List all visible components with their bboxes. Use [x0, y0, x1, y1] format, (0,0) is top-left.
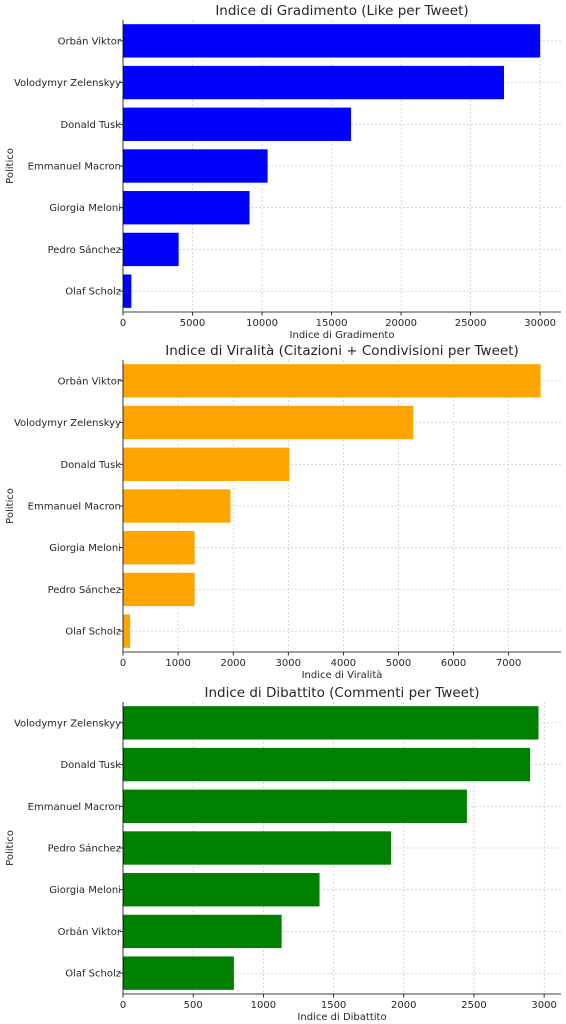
- bar-pedro-s-nchez: [123, 572, 195, 607]
- y-tick-label: Emmanuel Macron: [28, 502, 121, 513]
- x-axis-label: Indice di Gradimento: [290, 330, 395, 341]
- chart-panel-1: 0 5000 10000 15000 20000 25000 30000 Orbán Vikt…: [5, 3, 561, 341]
- bar-olaf-scholz: [123, 614, 131, 648]
- bar-volodymyr-zelenskyy: [123, 405, 414, 440]
- y-tick-label: Pedro Sánchez: [48, 843, 121, 855]
- x-axis-label: Indice di Viralità: [302, 669, 383, 681]
- x-tick-label: 3000: [531, 1000, 556, 1011]
- bar-orb-n-viktor: [123, 364, 541, 398]
- x-tick-label: 20000: [385, 318, 417, 329]
- x-tick-label: 5000: [180, 318, 205, 329]
- bar-emmanuel-macron: [123, 789, 467, 823]
- bar-donald-tusk: [123, 447, 290, 481]
- x-tick-label: 15000: [316, 318, 348, 329]
- x-tick-label: 0: [120, 1000, 126, 1011]
- bar-pedro-s-nchez: [123, 232, 179, 267]
- chart-title: Indice di Viralità (Citazioni + Condivis…: [165, 343, 519, 359]
- bar-emmanuel-macron: [123, 489, 231, 523]
- x-tick-label: 3000: [276, 658, 301, 669]
- bar-giorgia-meloni: [123, 873, 320, 907]
- y-axis-label: Politico: [5, 148, 16, 184]
- y-tick-label: Olaf Scholz: [65, 627, 121, 638]
- bar-olaf-scholz: [123, 956, 234, 990]
- y-tick-label: Giorgia Meloni: [49, 543, 121, 554]
- y-tick-label: Emmanuel Macron: [28, 802, 121, 813]
- x-tick-label: 2000: [220, 658, 245, 669]
- bar-giorgia-meloni: [123, 191, 250, 225]
- y-tick-label: Emmanuel Macron: [28, 162, 121, 173]
- y-tick-label: Donald Tusk: [60, 760, 121, 771]
- y-tick-label: Pedro Sánchez: [48, 244, 121, 256]
- bar-olaf-scholz: [123, 274, 132, 308]
- x-tick-label: 6000: [441, 658, 466, 669]
- y-tick-label: Donald Tusk: [60, 460, 121, 471]
- bar-orb-n-viktor: [123, 914, 282, 949]
- bar-orb-n-viktor: [123, 24, 541, 58]
- x-tick-label: 10000: [246, 318, 278, 329]
- y-tick-label: Donald Tusk: [60, 120, 121, 131]
- x-tick-label: 30000: [524, 318, 556, 329]
- chart-title: Indice di Dibattito (Commenti per Tweet): [204, 685, 479, 701]
- bar-donald-tusk: [123, 107, 352, 141]
- bar-volodymyr-zelenskyy: [123, 65, 504, 100]
- bar-volodymyr-zelenskyy: [123, 706, 539, 740]
- y-tick-label: Volodymyr Zelenskyy: [14, 78, 121, 89]
- y-tick-label: Volodymyr Zelenskyy: [14, 718, 121, 729]
- bar-giorgia-meloni: [123, 531, 195, 565]
- x-axis-label: Indice di Dibattito: [297, 1012, 386, 1023]
- y-tick-label: Giorgia Meloni: [49, 203, 121, 214]
- x-tick-label: 25000: [455, 318, 487, 329]
- chart-title: Indice di Gradimento (Like per Tweet): [215, 3, 468, 19]
- y-tick-label: Pedro Sánchez: [48, 584, 121, 596]
- y-axis-label: Politico: [5, 830, 16, 866]
- y-tick-label: Olaf Scholz: [65, 287, 121, 298]
- x-tick-label: 7000: [496, 658, 521, 669]
- chart-panel-3: 0 500 1000 1500 2000 2500 3000 Volodymyr Zelens…: [5, 685, 561, 1023]
- x-tick-label: 2500: [461, 1000, 486, 1011]
- chart-panel-2: 0 1000 2000 3000 4000 5000 6000 7000 Orbán Vikto…: [5, 343, 561, 681]
- y-tick-label: Orbán Viktor: [58, 35, 122, 47]
- x-tick-label: 5000: [386, 658, 411, 669]
- bar-pedro-s-nchez: [123, 831, 392, 865]
- x-tick-label: 0: [120, 658, 126, 669]
- x-tick-label: 4000: [331, 658, 356, 669]
- y-tick-label: Volodymyr Zelenskyy: [14, 418, 121, 429]
- bar-emmanuel-macron: [123, 149, 268, 183]
- x-tick-label: 1500: [321, 1000, 346, 1011]
- x-tick-label: 0: [120, 318, 126, 329]
- x-tick-label: 1000: [251, 1000, 276, 1011]
- x-tick-label: 2000: [391, 1000, 416, 1011]
- y-tick-label: Giorgia Meloni: [49, 885, 121, 896]
- bar-donald-tusk: [123, 747, 531, 782]
- y-axis-label: Politico: [5, 488, 16, 524]
- y-tick-label: Orbán Viktor: [58, 926, 122, 938]
- x-tick-label: 1000: [165, 658, 190, 669]
- y-tick-label: Olaf Scholz: [65, 969, 121, 980]
- x-tick-label: 500: [184, 1000, 203, 1011]
- y-tick-label: Orbán Viktor: [58, 375, 122, 387]
